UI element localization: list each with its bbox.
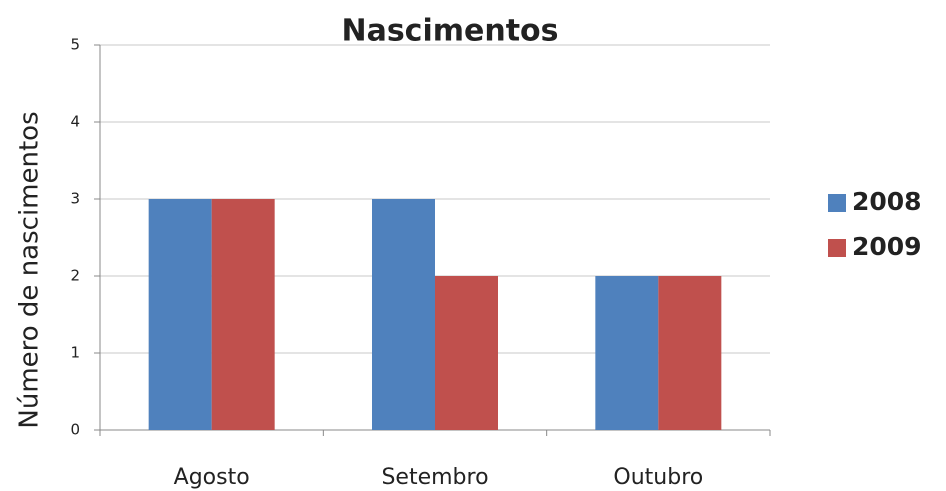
y-axis-label: Número de nascimentos — [15, 111, 45, 428]
legend-label: 2008 — [852, 187, 922, 216]
bar — [658, 276, 722, 430]
bar — [211, 199, 275, 430]
bar — [435, 276, 498, 430]
bar — [595, 276, 659, 430]
bar — [148, 199, 212, 430]
x-tick-label: Outubro — [613, 465, 703, 490]
bar — [372, 199, 435, 430]
y-tick-label: 5 — [70, 36, 80, 54]
y-tick-label: 0 — [70, 421, 80, 439]
x-tick-label: Agosto — [174, 465, 250, 490]
legend-swatch — [828, 194, 846, 212]
x-tick-label: Setembro — [381, 465, 488, 490]
y-tick-label: 4 — [70, 113, 80, 131]
legend-label: 2009 — [852, 232, 922, 261]
y-tick-label: 3 — [70, 190, 80, 208]
y-tick-label: 1 — [70, 344, 80, 362]
legend-swatch — [828, 239, 846, 257]
chart-title: Nascimentos — [341, 14, 558, 49]
y-tick-label: 2 — [70, 267, 80, 285]
